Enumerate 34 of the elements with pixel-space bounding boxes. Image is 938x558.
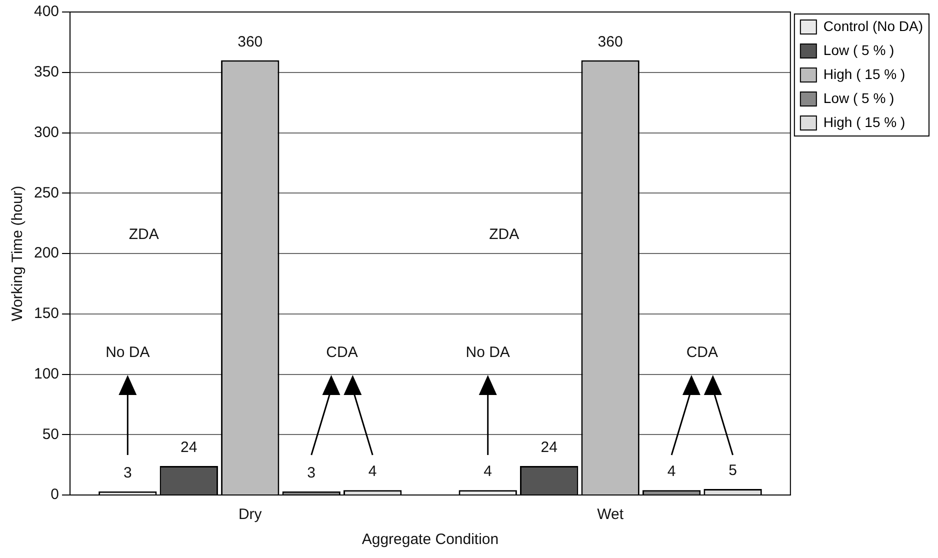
- legend-label: Low ( 5 % ): [823, 42, 894, 58]
- annotation: CDA: [686, 344, 718, 361]
- y-tick-label: 250: [34, 184, 60, 202]
- data-label: 3: [123, 464, 132, 482]
- annotation: No DA: [466, 344, 510, 361]
- data-label: 360: [238, 33, 263, 50]
- y-tick-label: 100: [34, 365, 60, 382]
- legend-label: High ( 15 % ): [823, 66, 906, 82]
- data-label: 4: [484, 463, 492, 480]
- x-tick-label: Dry: [238, 506, 262, 524]
- y-tick-label: 50: [42, 426, 60, 443]
- data-label: 5: [728, 462, 737, 479]
- legend-label: High ( 15 % ): [823, 114, 906, 130]
- x-tick-label: Wet: [597, 506, 624, 524]
- y-tick-label: 0: [50, 486, 60, 504]
- y-tick-label: 400: [34, 3, 60, 20]
- data-label: 24: [180, 439, 198, 456]
- annotation: CDA: [326, 344, 358, 361]
- legend-label: Control (No DA): [823, 18, 924, 34]
- legend-label: Low ( 5 % ): [823, 90, 894, 106]
- y-tick-label: 350: [34, 64, 60, 81]
- x-axis-title: Aggregate Condition: [362, 531, 499, 548]
- data-label: 4: [368, 463, 377, 480]
- y-tick-label: 150: [34, 305, 60, 322]
- y-axis-title: Working Time (hour): [9, 186, 26, 322]
- y-tick-label: 200: [34, 244, 60, 262]
- data-label: 3: [307, 464, 316, 482]
- data-label: 360: [598, 33, 623, 50]
- annotation: No DA: [106, 344, 150, 361]
- data-label: 4: [667, 463, 676, 480]
- y-tick-label: 300: [34, 124, 60, 141]
- annotation: ZDA: [128, 226, 159, 244]
- annotation: ZDA: [489, 226, 520, 244]
- data-label: 24: [540, 439, 558, 456]
